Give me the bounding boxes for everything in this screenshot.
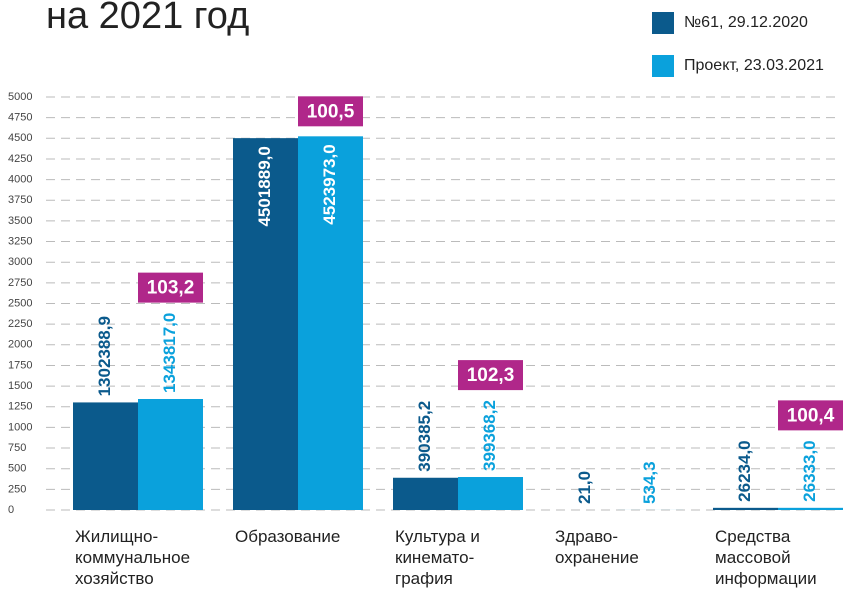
- y-tick-label: 1750: [8, 359, 32, 371]
- value-label: 26333,0: [800, 440, 819, 501]
- annotation-badge: [298, 96, 363, 127]
- annotation: 102,3: [467, 365, 515, 386]
- value-label: 21,0: [575, 471, 594, 504]
- annotation-badge: [778, 400, 843, 431]
- value-label: 4501889,0: [255, 146, 274, 226]
- y-tick-label: 3500: [8, 215, 32, 227]
- bar: [73, 402, 138, 510]
- y-tick-label: 1000: [8, 421, 32, 433]
- y-tick-label: 5000: [8, 91, 32, 103]
- bar: [778, 507, 843, 510]
- y-tick-label: 3000: [8, 256, 32, 268]
- bar: [458, 477, 523, 510]
- y-tick-label: 1500: [8, 380, 32, 392]
- x-tick-label: Образование: [235, 527, 341, 546]
- value-label: 1343817,0: [160, 313, 179, 393]
- y-tick-label: 2500: [8, 297, 32, 309]
- x-tick-label: Культура и кинемато- графия: [395, 527, 480, 588]
- y-tick-label: 4250: [8, 153, 32, 165]
- y-tick-label: 250: [8, 483, 26, 495]
- x-tick-label: Здраво- охранение: [555, 527, 639, 567]
- bar: [298, 136, 363, 510]
- value-label: 1302388,9: [95, 316, 114, 396]
- legend-swatch: [652, 55, 674, 77]
- value-label: 26234,0: [735, 440, 754, 501]
- annotation: 103,2: [147, 278, 195, 299]
- y-tick-label: 4000: [8, 174, 32, 186]
- legend-label: Проект, 23.03.2021: [684, 57, 824, 74]
- bar: [233, 138, 298, 510]
- annotation: 100,4: [787, 405, 835, 426]
- y-tick-label: 3750: [8, 194, 32, 206]
- y-tick-label: 2000: [8, 339, 32, 351]
- y-tick-label: 2750: [8, 277, 32, 289]
- y-tick-label: 0: [8, 504, 14, 516]
- chart-title: на 2021 год: [46, 0, 249, 37]
- y-tick-label: 4750: [8, 112, 32, 124]
- value-label: 399368,2: [480, 400, 499, 471]
- value-label: 390385,2: [415, 401, 434, 472]
- y-tick-label: 1250: [8, 401, 32, 413]
- value-label: 4523973,0: [320, 144, 339, 224]
- bar: [393, 477, 458, 510]
- y-tick-label: 750: [8, 442, 26, 454]
- y-tick-label: 500: [8, 463, 26, 475]
- y-tick-label: 3250: [8, 235, 32, 247]
- value-label: 534,3: [640, 461, 659, 504]
- y-tick-label: 4500: [8, 132, 32, 144]
- legend-label: №61, 29.12.2020: [684, 14, 808, 31]
- y-tick-label: 2250: [8, 318, 32, 330]
- annotation-badge: [138, 272, 203, 303]
- x-tick-label: Жилищно- коммунальное хозяйство: [75, 527, 191, 588]
- bar: [138, 399, 203, 510]
- annotation-badge: [458, 360, 523, 391]
- legend-swatch: [652, 12, 674, 34]
- bar: [713, 507, 778, 510]
- x-tick-label: Средства массовой информации: [715, 527, 817, 588]
- annotation: 100,5: [307, 101, 355, 122]
